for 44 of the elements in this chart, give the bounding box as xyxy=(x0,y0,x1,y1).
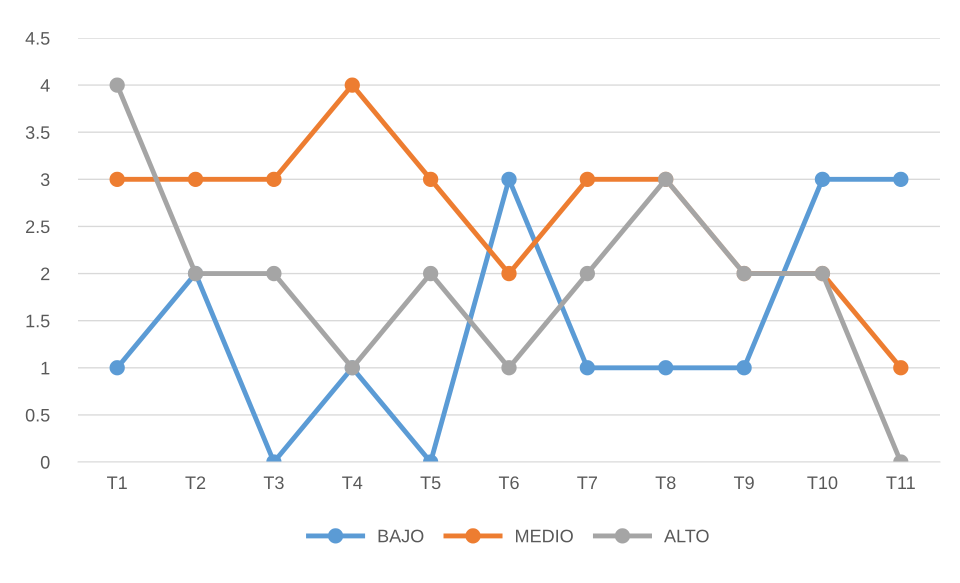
point xyxy=(580,172,596,187)
x-tick-label: T9 xyxy=(734,476,754,490)
y-tick-label: 1.5 xyxy=(26,314,50,328)
x-tick-label: T8 xyxy=(656,476,676,490)
y-tick-label: 4 xyxy=(40,79,50,92)
point xyxy=(110,360,125,376)
x-tick-label: T10 xyxy=(807,476,838,490)
y-tick-label: 4.5 xyxy=(26,32,50,45)
y-tick-label: 1 xyxy=(42,362,50,374)
point xyxy=(110,77,125,93)
point xyxy=(893,172,908,187)
x-tick-label: T7 xyxy=(577,476,597,489)
legend-label: MEDIO xyxy=(516,530,573,542)
point xyxy=(893,360,908,376)
point xyxy=(266,266,282,282)
x-tick-label: T2 xyxy=(185,476,206,489)
y-tick-label: 0 xyxy=(40,456,50,469)
point xyxy=(422,266,438,282)
point xyxy=(188,172,204,187)
y-tick-label: 2 xyxy=(41,267,50,280)
point xyxy=(501,266,517,282)
y-tick-label: 3 xyxy=(40,173,50,186)
point xyxy=(501,172,517,187)
point xyxy=(814,172,830,187)
y-tick-label: 0.5 xyxy=(26,408,50,422)
x-tick-label: T4 xyxy=(342,476,362,489)
point xyxy=(422,172,438,187)
legend-label: BAJO xyxy=(378,530,424,542)
legend-label: ALTO xyxy=(664,530,709,542)
point xyxy=(658,360,674,376)
point xyxy=(501,360,517,376)
point xyxy=(110,172,125,187)
x-tick-label: T11 xyxy=(886,476,915,489)
x-tick-label: T6 xyxy=(498,476,519,490)
y-tick-label: 3.5 xyxy=(26,126,50,139)
x-tick-label: T5 xyxy=(420,476,440,490)
point xyxy=(266,172,282,187)
y-tick-label: 2.5 xyxy=(26,220,50,234)
x-tick-label: T3 xyxy=(264,476,284,490)
point xyxy=(580,360,596,376)
x-tick-label: T1 xyxy=(107,476,127,489)
point xyxy=(344,77,360,93)
point xyxy=(580,266,596,282)
point xyxy=(736,360,752,376)
